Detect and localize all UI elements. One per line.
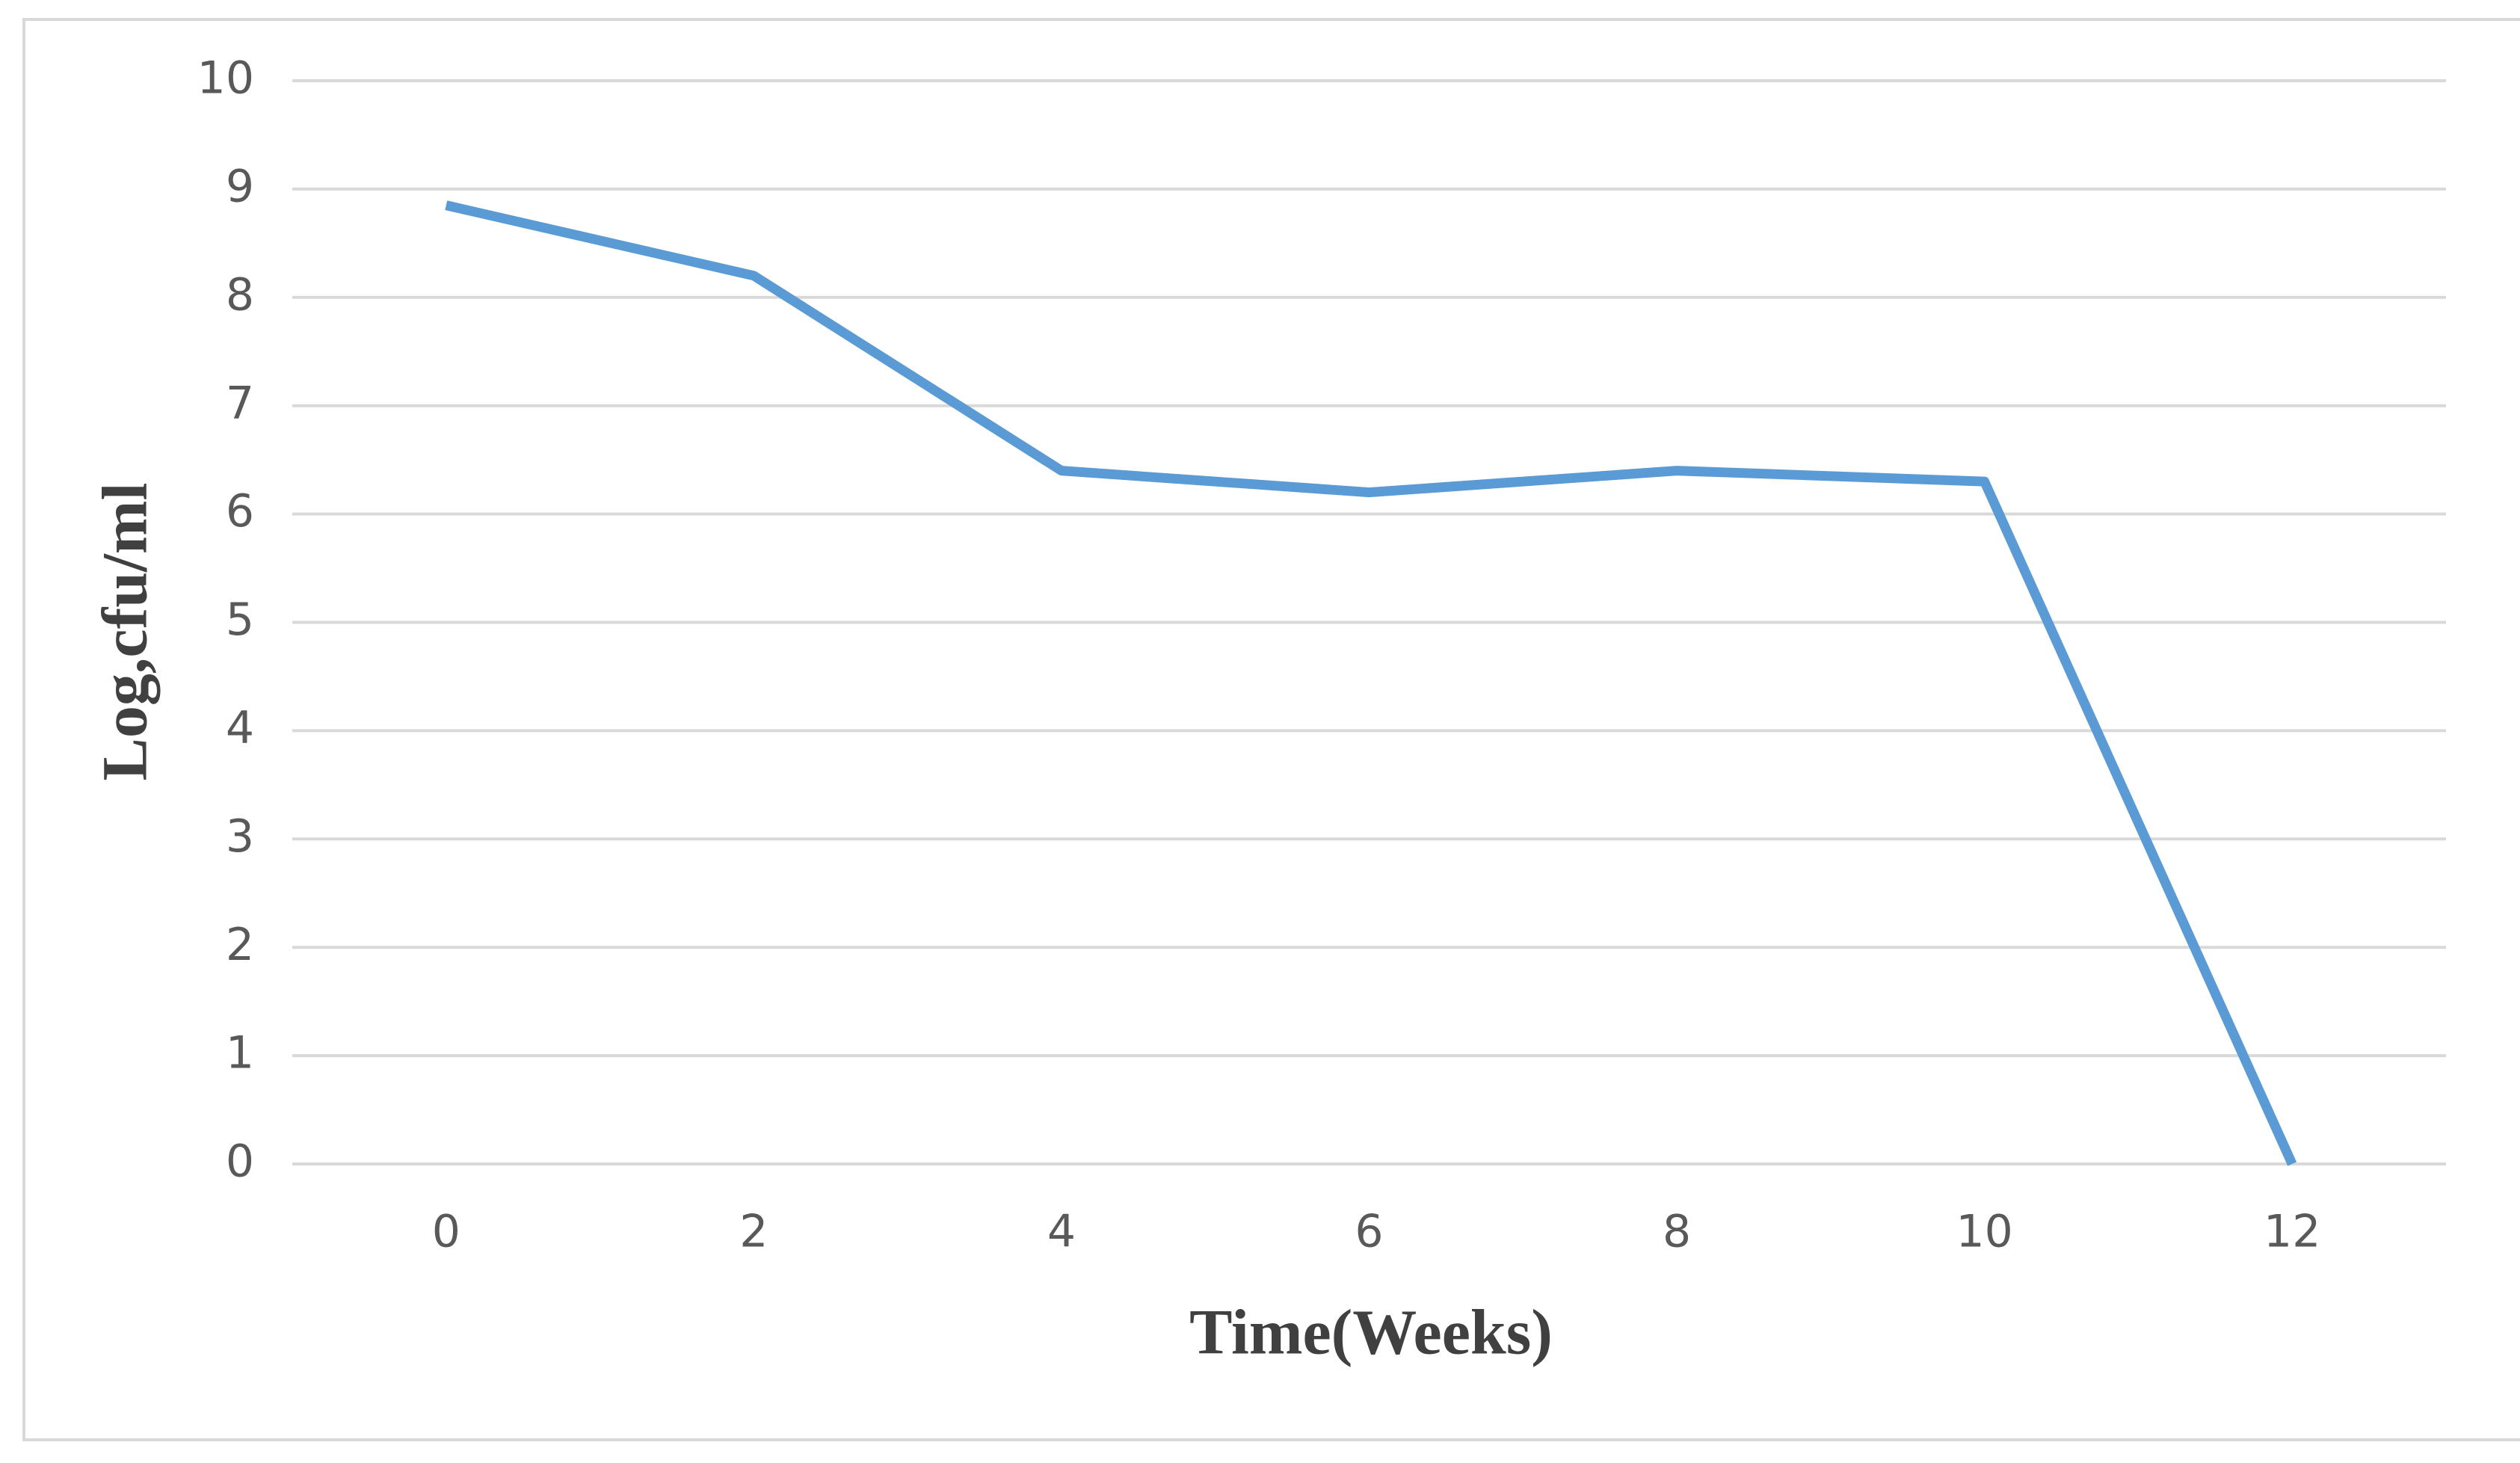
x-tick-label: 12 — [2264, 1206, 2320, 1258]
y-tick-label: 2 — [226, 919, 254, 971]
y-tick-label: 1 — [226, 1027, 254, 1079]
x-tick-label: 6 — [1355, 1206, 1383, 1258]
y-tick-label: 10 — [197, 52, 254, 105]
x-tick-label: 4 — [1047, 1206, 1076, 1258]
y-tick-label: 6 — [226, 485, 254, 538]
x-tick-label: 8 — [1663, 1206, 1691, 1258]
data-line — [445, 200, 2297, 1166]
y-tick-label: 3 — [226, 810, 254, 863]
chart-frame — [22, 18, 2520, 1441]
y-tick-label: 9 — [226, 160, 254, 212]
y-tick-label: 0 — [226, 1136, 254, 1188]
x-tick-label: 2 — [739, 1206, 768, 1258]
y-axis-title: Log,cfu/ml — [89, 483, 161, 781]
x-tick-label: 10 — [1956, 1206, 2012, 1258]
x-axis-title: Time(Weeks) — [1189, 1296, 1553, 1368]
x-tick-label: 0 — [432, 1206, 460, 1258]
y-tick-label: 4 — [226, 702, 254, 754]
y-tick-label: 8 — [226, 268, 254, 321]
y-tick-label: 7 — [226, 377, 254, 429]
y-tick-label: 5 — [226, 594, 254, 646]
